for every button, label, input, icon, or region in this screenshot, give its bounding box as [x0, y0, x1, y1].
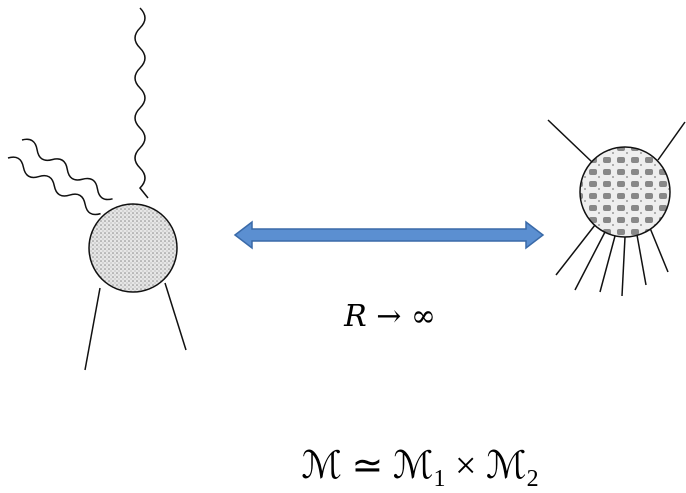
double-arrow — [235, 222, 543, 248]
formula: ℳ ≃ ℳ1 × ℳ2 — [301, 445, 538, 492]
blob — [580, 147, 670, 237]
right-blob — [548, 120, 685, 296]
photon-line — [19, 136, 115, 203]
leg-line — [637, 235, 646, 285]
leg-line — [575, 232, 605, 290]
diagram: R → ∞ ℳ ≃ ℳ1 × ℳ2 — [0, 0, 686, 493]
blob — [89, 204, 177, 292]
leg-line — [548, 120, 592, 162]
leg-line — [600, 236, 615, 292]
leg-line — [622, 237, 625, 296]
page: R → ∞ ℳ ≃ ℳ1 × ℳ2 (() => { const data = … — [0, 0, 686, 493]
formula-part: ℳ ≃ ℳ — [301, 445, 433, 487]
formula-subscript: 1 — [434, 466, 446, 492]
limit-label: R → ∞ — [343, 299, 436, 334]
photon-line — [5, 154, 103, 218]
leg-line — [165, 283, 186, 350]
leg-line — [650, 228, 668, 272]
leg-line — [85, 288, 100, 370]
leg-line — [658, 122, 685, 160]
photon-line — [135, 8, 148, 198]
left-blob — [5, 8, 186, 370]
leg-line — [556, 225, 595, 275]
formula-part: × ℳ — [446, 445, 527, 487]
formula-subscript: 2 — [527, 466, 539, 492]
